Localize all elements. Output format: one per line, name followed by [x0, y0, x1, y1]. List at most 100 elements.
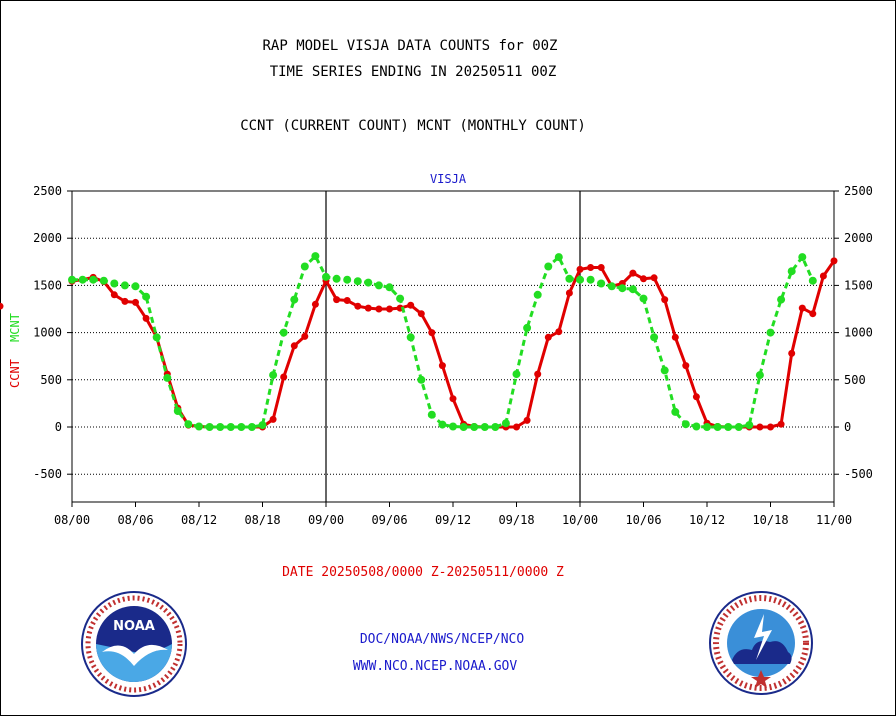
y-tick-label-right: 1500 — [844, 278, 873, 292]
y-tick-label-left: 0 — [55, 420, 62, 434]
data-point-ccnt — [777, 420, 785, 428]
data-point-mcnt — [290, 295, 299, 304]
y-tick-label-right: 0 — [844, 420, 851, 434]
ylabel-mcnt: MCNT — [8, 313, 22, 342]
data-point-mcnt — [226, 423, 235, 431]
data-point-ccnt — [142, 314, 150, 322]
y-tick-label-left: 2000 — [33, 231, 62, 245]
data-point-mcnt — [205, 423, 214, 431]
data-point-ccnt — [544, 333, 552, 341]
data-point-mcnt — [586, 275, 595, 284]
data-point-mcnt — [724, 423, 733, 431]
data-point-mcnt — [703, 423, 711, 431]
data-point-mcnt — [343, 275, 352, 284]
data-point-mcnt — [173, 407, 182, 415]
x-tick-label: 08/06 — [117, 513, 153, 527]
data-point-ccnt — [290, 342, 298, 350]
data-point-mcnt — [68, 275, 76, 284]
data-point-mcnt — [163, 373, 172, 382]
legend-description: CCNT (CURRENT COUNT) MCNT (MONTHLY COUNT… — [240, 118, 586, 134]
data-point-mcnt — [438, 420, 447, 429]
data-point-mcnt — [396, 294, 405, 303]
data-point-ccnt — [788, 349, 796, 357]
y-tick-label-left: 1500 — [33, 278, 62, 292]
y-tick-label-right: -500 — [844, 467, 873, 481]
data-point-ccnt — [640, 275, 647, 283]
data-point-mcnt — [216, 423, 225, 431]
data-point-mcnt — [533, 290, 542, 299]
data-point-mcnt — [311, 252, 320, 261]
y-tick-label-left: -500 — [33, 467, 62, 481]
data-point-mcnt — [195, 422, 203, 431]
data-point-ccnt — [311, 300, 319, 308]
data-point-mcnt — [692, 422, 701, 431]
data-point-mcnt — [734, 423, 743, 431]
data-point-mcnt — [565, 274, 574, 283]
noaa-logo-text: NOAA — [113, 619, 155, 634]
data-point-mcnt — [512, 370, 521, 379]
data-point-mcnt — [480, 423, 489, 431]
data-point-mcnt — [99, 276, 108, 285]
chart-title-line2: TIME SERIES ENDING IN 20250511 00Z — [269, 64, 557, 80]
data-point-mcnt — [322, 272, 330, 281]
data-point-mcnt — [364, 278, 373, 287]
data-point-ccnt — [809, 310, 817, 318]
series-mcnt — [68, 252, 817, 431]
data-point-mcnt — [374, 281, 383, 290]
x-tick-label: 09/06 — [371, 513, 407, 527]
data-point-mcnt — [766, 328, 775, 337]
x-tick-label: 11/00 — [816, 513, 852, 527]
data-point-mcnt — [427, 410, 436, 419]
data-point-mcnt — [501, 419, 510, 428]
ylabel-ccnt: CCNT — [8, 359, 22, 388]
data-point-mcnt — [237, 423, 246, 431]
noaa-logo-icon: NOAA — [81, 591, 187, 697]
data-point-mcnt — [713, 423, 722, 431]
data-point-ccnt — [280, 373, 288, 381]
y-tick-label-right: 2000 — [844, 231, 873, 245]
data-point-ccnt — [438, 362, 446, 370]
data-point-mcnt — [89, 275, 98, 284]
data-point-ccnt — [576, 265, 584, 273]
data-point-mcnt — [417, 375, 426, 384]
data-point-ccnt — [132, 298, 139, 306]
data-point-mcnt — [406, 333, 415, 342]
data-point-ccnt — [671, 333, 679, 341]
footer-link-doc-noaa[interactable]: DOC/NOAA/NWS/NCEP/NCO — [359, 632, 525, 647]
data-point-ccnt — [523, 416, 531, 424]
data-point-mcnt — [142, 292, 151, 301]
x-tick-label: 09/00 — [308, 513, 344, 527]
data-point-mcnt — [777, 295, 786, 304]
data-point-mcnt — [798, 253, 807, 262]
data-point-mcnt — [787, 267, 796, 276]
y-tick-label-left: 500 — [40, 373, 62, 387]
x-tick-label: 08/18 — [244, 513, 280, 527]
data-point-ccnt — [364, 304, 372, 312]
data-point-ccnt — [555, 328, 563, 336]
data-point-mcnt — [681, 420, 690, 429]
data-point-mcnt — [650, 333, 659, 342]
x-tick-label: 09/18 — [498, 513, 534, 527]
plot-area-border — [71, 190, 835, 503]
data-point-ccnt — [110, 291, 118, 299]
data-point-ccnt — [798, 304, 806, 312]
footer-link-website[interactable]: WWW.NCO.NCEP.NOAA.GOV — [352, 659, 518, 674]
date-range-label: DATE 20250508/0000 Z-20250511/0000 Z — [282, 565, 564, 580]
data-point-ccnt — [428, 329, 436, 337]
data-point-mcnt — [184, 420, 193, 429]
data-point-mcnt — [639, 294, 648, 303]
data-point-mcnt — [597, 279, 606, 288]
data-point-mcnt — [247, 423, 256, 431]
data-point-ccnt — [597, 264, 605, 271]
data-point-mcnt — [576, 275, 584, 284]
data-point-mcnt — [131, 282, 140, 291]
data-point-mcnt — [459, 423, 468, 431]
data-point-ccnt — [343, 297, 351, 304]
series-line-mcnt — [72, 254, 815, 429]
data-point-ccnt — [386, 305, 393, 313]
data-point-ccnt — [682, 362, 690, 370]
data-point-ccnt — [534, 370, 542, 378]
data-point-mcnt — [618, 284, 627, 293]
data-point-ccnt — [830, 257, 838, 265]
